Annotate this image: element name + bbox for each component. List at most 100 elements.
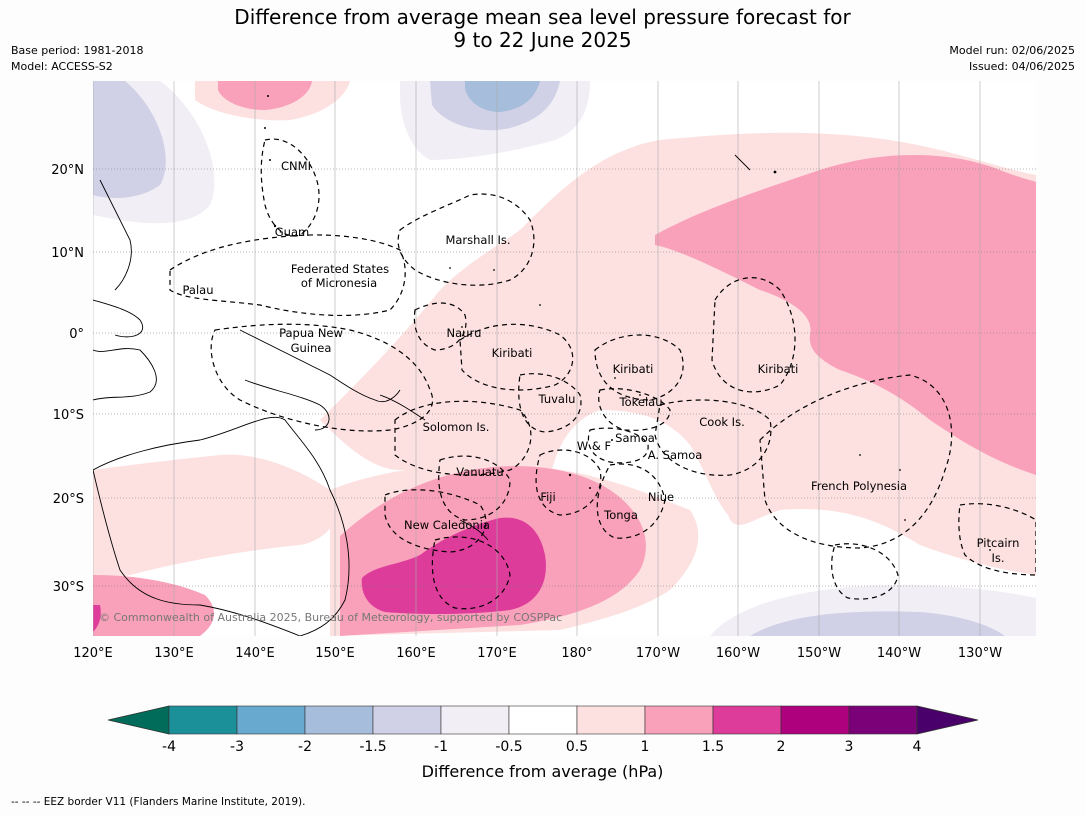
lat-tick-label: 10°S xyxy=(53,408,84,423)
place-label: Solomon Is. xyxy=(423,420,490,434)
place-label: Fiji xyxy=(540,490,555,504)
place-label: Kiribati xyxy=(613,362,654,376)
title-line-1: Difference from average mean sea level p… xyxy=(234,5,851,29)
place-label: Federated States xyxy=(291,262,389,276)
colorbar-tick-label: 1.5 xyxy=(702,739,724,755)
lat-tick-label: 10°N xyxy=(51,246,84,261)
colorbar-tick-label: -4 xyxy=(162,739,176,755)
anomaly-region-pos-1-5-west xyxy=(93,605,101,632)
island-dots xyxy=(264,95,991,551)
place-label: Guinea xyxy=(291,341,332,355)
colorbar-segment xyxy=(644,705,714,735)
title-line-2: 9 to 22 June 2025 xyxy=(453,28,632,52)
eez-borders xyxy=(169,138,1036,610)
lat-tick-label: 20°N xyxy=(51,163,84,178)
anomaly-region-neg-1-bottom xyxy=(750,611,1005,636)
lon-tick-label: 170°W xyxy=(636,646,680,661)
place-label: Is. xyxy=(991,551,1004,565)
lon-tick-label: 130°E xyxy=(154,646,194,661)
colorbar-segment xyxy=(712,705,782,735)
place-label: Nauru xyxy=(447,326,482,340)
anomaly-region-pos-1-west xyxy=(93,575,215,636)
lat-tick-label: 30°S xyxy=(53,580,84,595)
anomaly-region-neg-1-5-top xyxy=(465,81,540,112)
lon-tick-label: 140°W xyxy=(877,646,921,661)
lon-tick-label: 160°W xyxy=(716,646,760,661)
colorbar-tick-label: -3 xyxy=(230,739,244,755)
place-label: CNMI xyxy=(281,159,311,173)
place-label: Kiribati xyxy=(758,362,799,376)
colorbar-segment xyxy=(304,705,374,735)
eez-footnote: -- -- -- EEZ border V11 (Flanders Marine… xyxy=(11,796,306,808)
colorbar-segment xyxy=(508,705,578,735)
colorbar-segment xyxy=(848,705,918,735)
chart-title: Difference from average mean sea level p… xyxy=(0,6,1085,52)
colorbar-tick-label: 0.5 xyxy=(566,739,588,755)
colorbar: -4 -3 -2 -1.5 -1 -0.5 0.5 1 1.5 2 3 4 xyxy=(107,705,979,755)
colorbar-tick-label: 1 xyxy=(641,739,650,755)
place-label: W & F xyxy=(577,439,611,453)
lon-tick-label: 180° xyxy=(561,646,592,661)
lon-tick-label: 160°E xyxy=(396,646,436,661)
lat-tick-label: 20°S xyxy=(53,492,84,507)
latitude-tick-labels: 20°N 10°N 0° 10°S 20°S 30°S xyxy=(51,163,84,595)
place-label: Palau xyxy=(183,283,214,297)
place-label: Guam xyxy=(275,225,309,239)
lon-tick-label: 120°E xyxy=(73,646,113,661)
latitude-gridlines xyxy=(93,168,1036,587)
colorbar-tick-label: -0.5 xyxy=(495,739,522,755)
colorbar-segment xyxy=(236,705,306,735)
place-label: Vanuatu xyxy=(456,465,503,479)
place-label: New Caledonia xyxy=(404,518,490,532)
longitude-tick-labels: 120°E 130°E 140°E 150°E 160°E 170°E 180° 170°W 1… xyxy=(73,646,1002,661)
place-label: Papua New xyxy=(279,326,343,340)
issued-date: Issued: 04/06/2025 xyxy=(968,60,1075,73)
colorbar-segment xyxy=(168,705,238,735)
anomaly-region-pos-1 xyxy=(655,155,1036,475)
colorbar-segment xyxy=(576,705,646,735)
place-label: Niue xyxy=(648,490,674,504)
lat-tick-label: 0° xyxy=(69,327,84,342)
base-period: Base period: 1981-2018 xyxy=(11,44,144,57)
longitude-gridlines xyxy=(93,81,981,636)
lon-tick-label: 170°E xyxy=(477,646,517,661)
colorbar-title: Difference from average (hPa) xyxy=(421,762,664,781)
colorbar-tick-label: 3 xyxy=(845,739,854,755)
place-label: Tokelau xyxy=(619,395,663,409)
place-label: Marshall Is. xyxy=(445,233,510,247)
colorbar-segment xyxy=(440,705,510,735)
colorbar-tick-label: -1 xyxy=(434,739,448,755)
colorbar-extend-low xyxy=(107,705,170,735)
place-label: Kiribati xyxy=(492,346,533,360)
place-label: French Polynesia xyxy=(811,479,907,493)
place-label: A. Samoa xyxy=(648,448,703,462)
coastlines xyxy=(93,154,751,636)
lon-tick-label: 140°E xyxy=(235,646,275,661)
place-label: Samoa xyxy=(615,431,655,445)
meta-left: Base period: 1981-2018 Model: ACCESS-S2 xyxy=(11,43,143,75)
map-plot-area: © Commonwealth of Australia 2025, Bureau… xyxy=(93,81,1036,636)
anomaly-region-pos-0-5-south xyxy=(93,454,339,585)
place-label: Tonga xyxy=(603,508,638,522)
lon-tick-label: 150°E xyxy=(315,646,355,661)
colorbar-tick-label: 4 xyxy=(913,739,922,755)
place-label: Cook Is. xyxy=(699,415,744,429)
model-run: Model run: 02/06/2025 xyxy=(949,44,1075,57)
colorbar-tick-label: 2 xyxy=(777,739,786,755)
colorbar-tick-label: -1.5 xyxy=(359,739,386,755)
anomaly-region-pos-1-north xyxy=(218,81,312,110)
place-label: Pitcairn xyxy=(977,536,1020,550)
colorbar-tick-label: -2 xyxy=(298,739,312,755)
anomaly-region-pos-1-5 xyxy=(361,517,546,615)
colorbar-extend-high xyxy=(916,705,979,735)
place-label: of Micronesia xyxy=(301,276,377,290)
copyright-text: © Commonwealth of Australia 2025, Bureau… xyxy=(99,611,562,624)
place-label: Tuvalu xyxy=(538,392,576,406)
model-name: Model: ACCESS-S2 xyxy=(11,60,113,73)
lon-tick-label: 150°W xyxy=(797,646,841,661)
colorbar-segment xyxy=(372,705,442,735)
lon-tick-label: 130°W xyxy=(958,646,1002,661)
colorbar-segment xyxy=(780,705,850,735)
